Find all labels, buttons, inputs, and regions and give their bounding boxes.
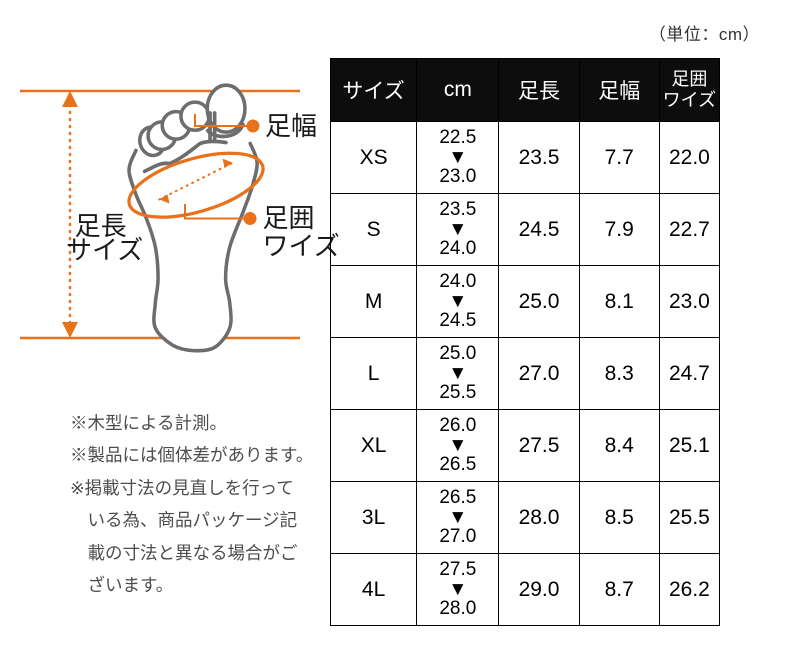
svg-text:サイズ: サイズ: [66, 235, 143, 265]
svg-text:足囲: 足囲: [263, 203, 315, 233]
svg-text:ワイズ: ワイズ: [263, 231, 340, 261]
svg-text:足幅: 足幅: [265, 111, 317, 141]
